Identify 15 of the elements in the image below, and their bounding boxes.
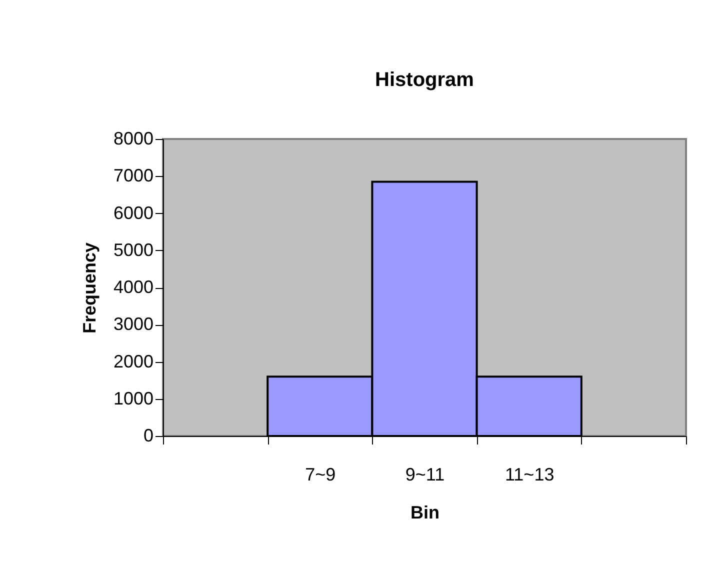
- y-tick-label: 3000: [113, 314, 154, 334]
- x-tick-label: 11~13: [504, 464, 554, 484]
- chart-title: Histogram: [375, 69, 474, 91]
- x-axis-title: Bin: [410, 502, 440, 522]
- y-tick-label: 0: [143, 426, 154, 446]
- y-tick-label: 1000: [113, 388, 154, 408]
- y-tick-label: 2000: [113, 351, 154, 372]
- x-tick-label: 7~9: [305, 464, 336, 484]
- y-tick-label: 8000: [113, 128, 154, 148]
- x-tick-label: 9~11: [405, 464, 445, 484]
- y-tick-label: 6000: [113, 202, 154, 223]
- y-axis-title: Frequency: [79, 242, 100, 334]
- y-tick-label: 7000: [113, 166, 154, 186]
- y-tick-label: 5000: [113, 240, 154, 260]
- y-tick-label: 4000: [113, 277, 154, 297]
